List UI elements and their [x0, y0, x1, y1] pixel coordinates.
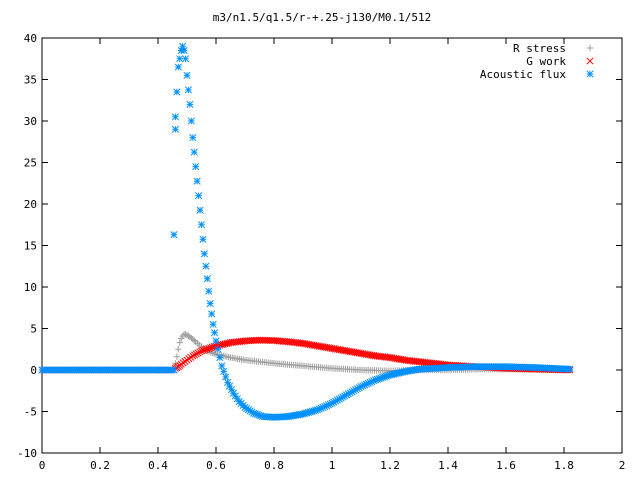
legend-marker — [586, 57, 594, 65]
data-point — [176, 55, 184, 63]
data-point — [183, 331, 191, 339]
data-point — [209, 320, 217, 328]
data-point — [173, 88, 181, 96]
data-point — [192, 163, 200, 171]
data-point — [202, 262, 210, 270]
legend-label: R stress — [513, 42, 566, 55]
x-tick-label: 0.2 — [90, 459, 110, 472]
y-tick-label: 35 — [24, 74, 37, 87]
data-point — [218, 362, 226, 370]
data-point — [183, 71, 191, 79]
data-point — [222, 373, 230, 381]
data-point — [212, 337, 220, 345]
legend-label: G work — [526, 55, 566, 68]
legend-item: G work — [526, 55, 594, 68]
data-point — [184, 86, 193, 94]
data-point — [196, 206, 204, 214]
chart-title: m3/n1.5/q1.5/r-+.25-j130/M0.1/512 — [213, 11, 432, 24]
legend-item: R stress — [513, 42, 594, 55]
data-point — [216, 353, 224, 362]
data-point — [180, 46, 188, 55]
data-point — [196, 348, 204, 356]
data-point — [203, 275, 211, 283]
data-point — [179, 42, 187, 50]
data-point — [205, 287, 213, 295]
x-tick-label: 1.4 — [438, 459, 458, 472]
data-point — [200, 250, 208, 258]
series-acoustic-flux — [38, 42, 574, 421]
y-tick-label: 20 — [24, 198, 37, 211]
y-tick-label: -10 — [17, 447, 37, 460]
data-point — [173, 353, 181, 360]
y-tick-label: 25 — [24, 157, 37, 170]
data-point — [187, 117, 195, 125]
y-tick-label: 15 — [24, 240, 37, 253]
x-tick-label: 1 — [329, 459, 336, 472]
x-tick-label: 0 — [39, 459, 46, 472]
y-tick-label: 0 — [30, 364, 37, 377]
data-point — [195, 192, 203, 200]
data-point — [189, 352, 197, 360]
data-point — [171, 125, 179, 133]
y-tick-label: 30 — [24, 115, 37, 128]
data-point — [176, 339, 183, 346]
data-point — [189, 134, 197, 142]
data-point — [190, 148, 198, 156]
x-tick-label: 0.8 — [264, 459, 284, 472]
data-point — [566, 365, 574, 373]
data-point — [206, 300, 214, 308]
x-tick-label: 0.6 — [206, 459, 226, 472]
data-point — [170, 366, 178, 374]
y-tick-label: 5 — [30, 323, 37, 336]
data-point — [191, 337, 198, 344]
data-point — [190, 351, 199, 359]
data-point — [181, 55, 190, 63]
legend-label: Acoustic flux — [480, 68, 566, 81]
data-point — [210, 329, 219, 337]
data-point — [208, 310, 216, 318]
x-tick-label: 2 — [619, 459, 626, 472]
data-point — [194, 349, 202, 357]
data-point — [170, 231, 178, 239]
x-tick-label: 1.2 — [380, 459, 400, 472]
data-point — [192, 350, 200, 358]
x-tick-label: 0.4 — [148, 459, 168, 472]
plot-area: -10 -5 0 5 10 15 20 25 30 35 40 0 0.2 0.4 0.6 0.8 1 1.2 1.… — [17, 32, 625, 472]
data-point — [171, 113, 179, 121]
data-point — [193, 177, 201, 185]
legend-marker — [586, 70, 594, 78]
data-point — [220, 367, 228, 375]
data-point — [214, 345, 222, 353]
data-point — [175, 346, 182, 353]
legend-marker — [586, 44, 594, 52]
y-tick-label: 10 — [24, 281, 37, 294]
data-point — [174, 63, 182, 71]
plot-border — [41, 37, 623, 454]
y-tick-label: 40 — [24, 32, 37, 45]
data-point — [199, 235, 207, 243]
data-point — [197, 221, 206, 229]
data-point — [186, 100, 194, 108]
x-tick-label: 1.6 — [496, 459, 516, 472]
legend-item: Acoustic flux — [480, 68, 594, 81]
y-tick-label: -5 — [24, 406, 37, 419]
x-tick-label: 1.8 — [554, 459, 574, 472]
